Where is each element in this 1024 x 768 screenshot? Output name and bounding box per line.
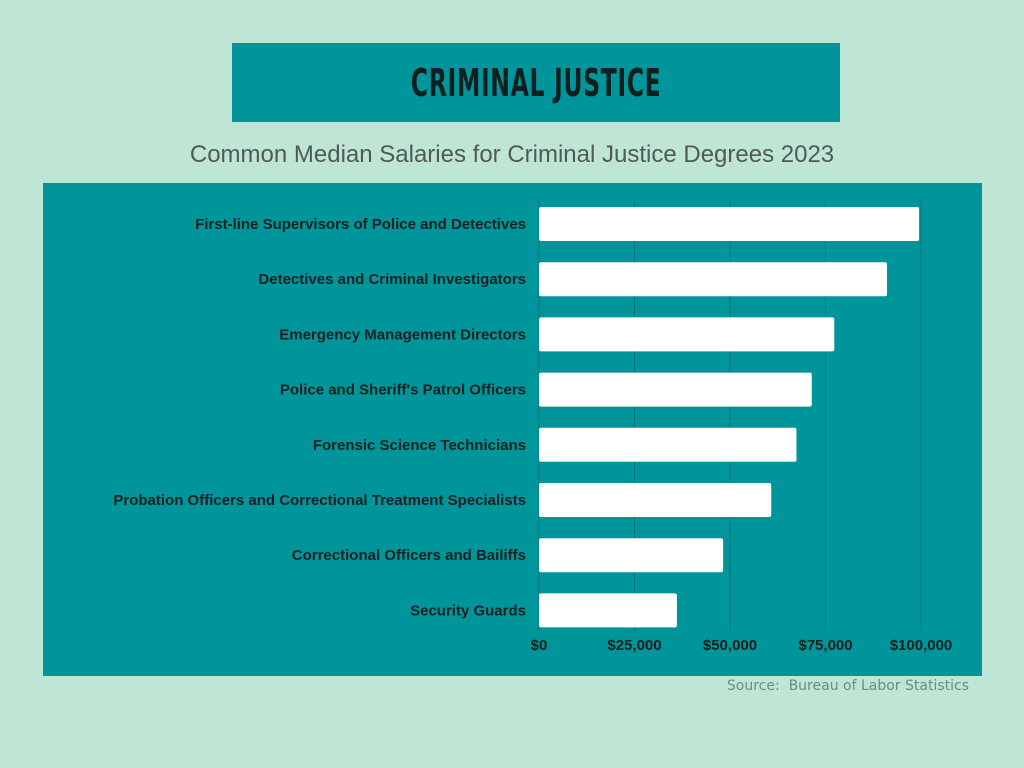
category-label: Probation Officers and Correctional Trea… [113,492,526,509]
category-label: Security Guards [410,602,526,619]
category-label: Correctional Officers and Bailiffs [292,547,526,564]
bar [539,317,835,352]
x-tick-label: $75,000 [798,637,852,654]
x-tick-label: $25,000 [607,637,661,654]
x-tick-label: $0 [531,637,548,654]
bar [539,207,920,241]
bar [539,372,812,407]
category-label: Emergency Management Directors [279,326,526,343]
category-label: First-line Supervisors of Police and Det… [195,216,526,233]
chart-subtitle: Common Median Salaries for Criminal Just… [189,141,835,168]
category-label: Detectives and Criminal Investigators [258,271,526,288]
bar [539,262,888,297]
title-banner: Criminal Justice [232,43,840,122]
category-label: Forensic Science Technicians [313,437,526,454]
bar [539,483,772,517]
bar [539,427,797,462]
x-tick-label: $100,000 [890,637,953,654]
bar [539,593,677,628]
x-tick-label: $50,000 [703,637,757,654]
chart-panel: First-line Supervisors of Police and Det… [43,183,982,676]
source-note: Source: Bureau of Labor Statistics [726,678,969,694]
chart-title: Criminal Justice [410,60,662,105]
bar [539,538,724,573]
category-label: Police and Sheriff's Patrol Officers [280,382,526,399]
bar-chart: First-line Supervisors of Police and Det… [113,201,953,654]
